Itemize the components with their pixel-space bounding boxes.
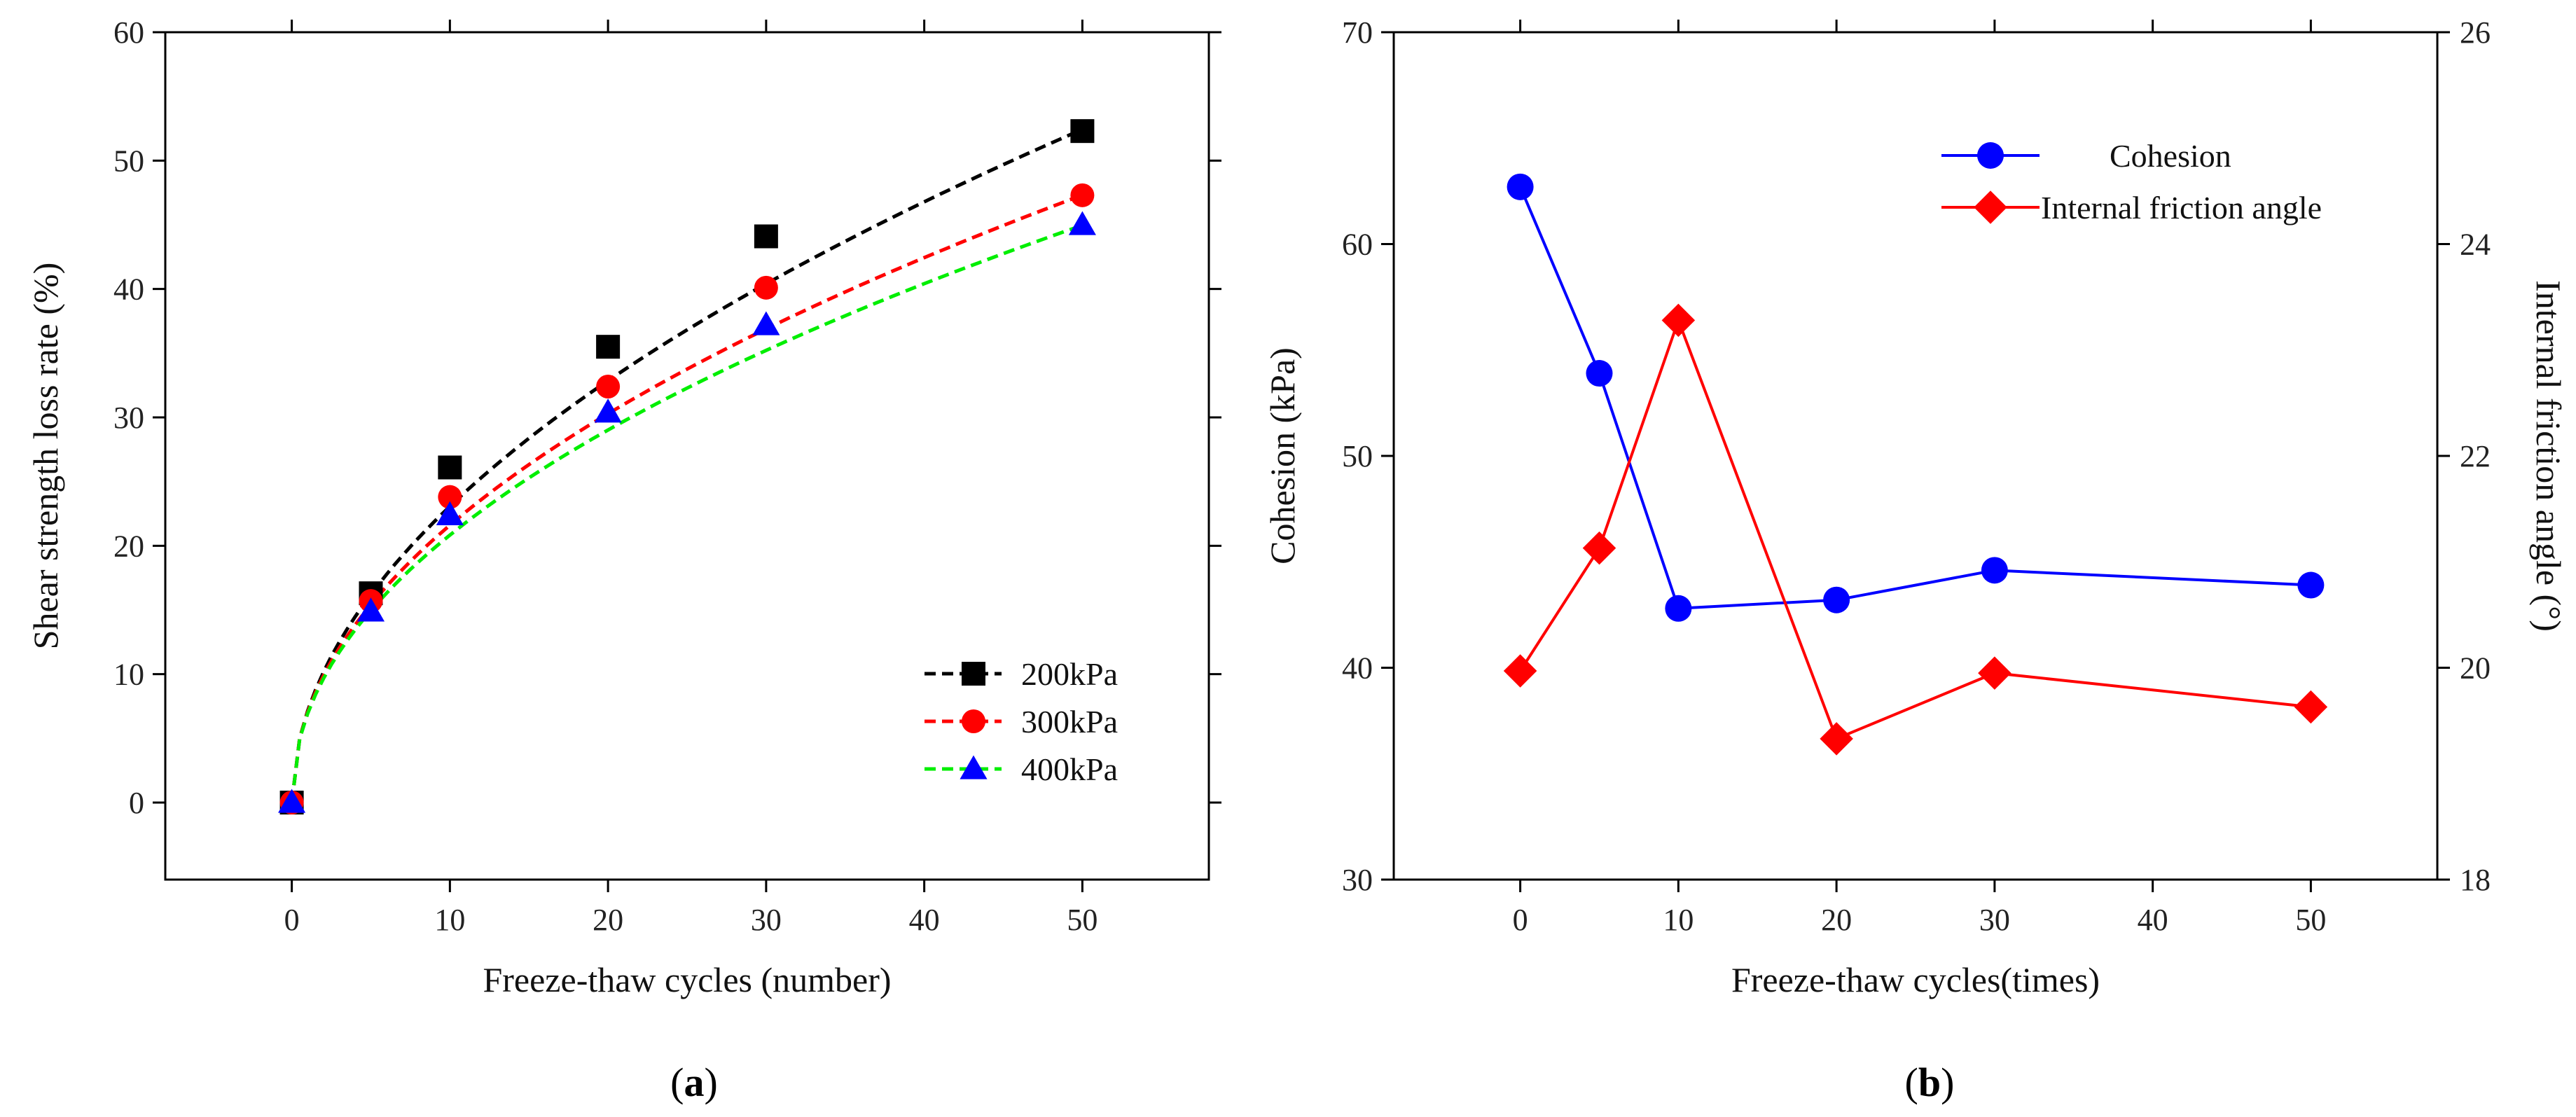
y-tick-label: 30 xyxy=(113,401,144,435)
data-point-400kPa xyxy=(1068,211,1096,235)
legend-marker xyxy=(962,709,985,733)
data-point-Internal friction angle xyxy=(1582,531,1616,565)
y-tick-label: 10 xyxy=(113,658,144,692)
legend-marker xyxy=(962,662,985,686)
data-point-400kPa xyxy=(278,789,306,813)
legend-marker xyxy=(960,755,988,779)
x-tick-label: 20 xyxy=(1821,903,1852,937)
legend-label: 300kPa xyxy=(1021,704,1118,740)
legend-label: Internal friction angle xyxy=(2041,190,2322,226)
fit-curve-200kPa xyxy=(290,127,1083,803)
data-point-200kPa xyxy=(754,224,778,249)
data-point-200kPa xyxy=(596,335,621,359)
legend-marker xyxy=(1977,142,2004,169)
y2-tick-label: 24 xyxy=(2460,228,2491,262)
x-tick-label: 20 xyxy=(593,903,623,937)
y-axis-title: Cohesion (kPa) xyxy=(1263,347,1302,564)
data-point-400kPa xyxy=(752,311,780,335)
data-point-Internal friction angle xyxy=(2294,690,2328,724)
x-tick-label: 10 xyxy=(434,903,465,937)
x-tick-label: 50 xyxy=(2295,903,2326,937)
panel-label-letter: b xyxy=(1918,1060,1941,1105)
data-point-200kPa xyxy=(1070,119,1095,144)
data-point-200kPa xyxy=(438,455,462,480)
panel-label-letter: a xyxy=(684,1060,705,1105)
legend-label: 400kPa xyxy=(1021,751,1118,787)
y-tick-label: 40 xyxy=(1342,651,1373,686)
data-point-Cohesion xyxy=(1823,586,1850,613)
y-tick-label: 20 xyxy=(113,529,144,563)
x-tick-label: 50 xyxy=(1067,903,1097,937)
data-point-Cohesion xyxy=(1507,173,1534,200)
x-tick-label: 0 xyxy=(284,903,300,937)
y-tick-label: 50 xyxy=(113,144,144,178)
data-point-Internal friction angle xyxy=(1978,656,2011,690)
y-tick-label: 40 xyxy=(113,272,144,307)
data-point-400kPa xyxy=(594,398,622,423)
x-tick-label: 40 xyxy=(2138,903,2168,937)
fit-curve-300kPa xyxy=(290,193,1083,803)
y-tick-label: 0 xyxy=(129,786,144,820)
data-point-300kPa xyxy=(596,375,621,398)
plot-frame xyxy=(164,31,1210,881)
data-point-Cohesion xyxy=(1586,360,1613,387)
y-axis-title: Shear strength loss rate (%) xyxy=(26,263,65,650)
data-point-Internal friction angle xyxy=(1820,722,1853,756)
x-axis-title: Freeze-thaw cycles(times) xyxy=(1731,960,2100,999)
panel-a-chart: 0 10 20 30 40 50 0 10 20 30 40 50 60 Freeze-thaw cycl… xyxy=(26,15,1221,1105)
y2-tick-label: 20 xyxy=(2460,651,2491,686)
panel-label-b: (b) xyxy=(1905,1060,1955,1105)
x-tick-label: 40 xyxy=(909,903,940,937)
y-tick-label: 60 xyxy=(1342,228,1373,262)
series-line-Internal friction angle xyxy=(1518,316,2311,741)
fit-curve-400kPa xyxy=(290,223,1083,803)
panel-label-a: (a) xyxy=(670,1060,718,1105)
data-point-Cohesion xyxy=(1665,595,1692,622)
y2-axis-title: Internal friction angle (°) xyxy=(2529,280,2568,632)
plot-frame xyxy=(1392,31,2439,881)
x-tick-label: 30 xyxy=(751,903,782,937)
series-line-Cohesion xyxy=(1518,186,2311,610)
y-tick-label: 50 xyxy=(1342,439,1373,473)
y2-tick-label: 26 xyxy=(2460,15,2491,50)
panel-b-chart: 0 10 20 30 40 50 30 40 50 60 70 18 20 22 24 26 Freeze-th… xyxy=(1263,15,2568,1105)
y-tick-label: 30 xyxy=(1342,863,1373,897)
data-point-Cohesion xyxy=(1981,557,2008,584)
y-tick-label: 60 xyxy=(113,15,144,50)
x-axis-title: Freeze-thaw cycles (number) xyxy=(483,960,891,999)
y2-tick-label: 18 xyxy=(2460,863,2491,897)
x-tick-label: 30 xyxy=(1979,903,2010,937)
data-point-Internal friction angle xyxy=(1661,303,1696,338)
data-point-400kPa xyxy=(436,501,464,525)
legend-label: 200kPa xyxy=(1021,656,1118,692)
data-point-400kPa xyxy=(356,597,385,622)
data-point-300kPa xyxy=(438,485,462,509)
y-tick-label: 70 xyxy=(1342,15,1373,50)
data-point-Internal friction angle xyxy=(1503,654,1537,688)
y2-tick-label: 22 xyxy=(2460,439,2491,473)
x-tick-label: 0 xyxy=(1513,903,1528,937)
legend-marker xyxy=(1974,190,2007,224)
legend-label: Cohesion xyxy=(2110,138,2231,174)
data-point-Cohesion xyxy=(2297,571,2325,599)
data-point-300kPa xyxy=(754,275,778,300)
data-point-300kPa xyxy=(1070,183,1095,207)
x-tick-label: 10 xyxy=(1663,903,1694,937)
